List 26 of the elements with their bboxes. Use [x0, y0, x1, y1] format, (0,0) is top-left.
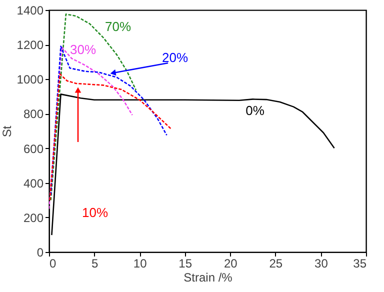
y-tick-label: 1400 [16, 4, 44, 18]
series-label: 0% [246, 103, 265, 118]
x-tick-label: 25 [269, 256, 283, 270]
y-tick-label: 0 [36, 246, 44, 260]
y-tick-label: 1200 [16, 38, 44, 52]
x-tick-label: 30 [314, 256, 328, 270]
x-tick-label: 0 [50, 256, 56, 270]
x-tick-label: 10 [133, 256, 148, 270]
x-axis-title: Strain /% [184, 270, 233, 284]
y-tick-label: 400 [23, 176, 44, 190]
x-tick-label: 20 [224, 256, 238, 270]
series-label: 70% [104, 19, 132, 34]
line-series [50, 14, 137, 201]
series-label: 30% [70, 42, 96, 57]
line-series [49, 46, 133, 210]
x-tick-label: 15 [178, 256, 192, 270]
y-tick-label: 600 [23, 142, 44, 156]
text: 10% [82, 205, 108, 220]
line-series [49, 73, 172, 201]
x-tick-label: 35 [353, 256, 367, 270]
y-axis-title: St [0, 125, 14, 138]
y-tick-label: 1000 [16, 72, 44, 87]
text: 20% [162, 50, 188, 65]
x-tick-label: 5 [91, 256, 98, 270]
y-tick-label: 200 [23, 210, 44, 225]
y-tick-label: 800 [23, 107, 44, 122]
